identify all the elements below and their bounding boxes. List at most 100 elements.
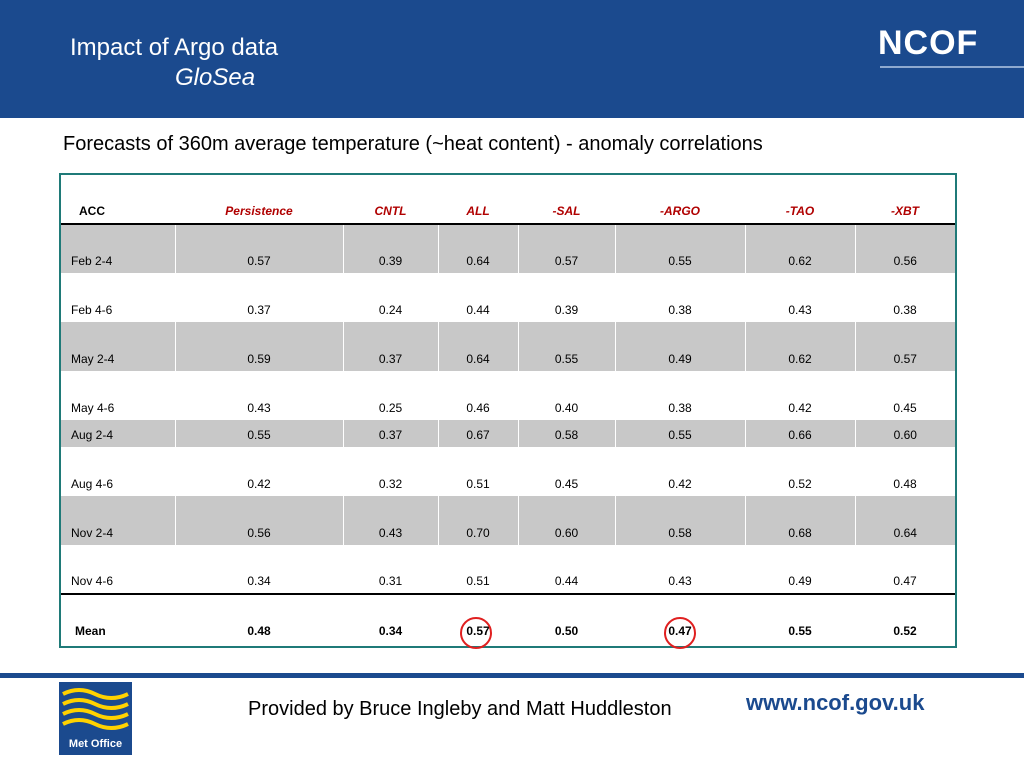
row-label: May 2-4	[61, 322, 175, 371]
table-cell: 0.60	[517, 496, 615, 545]
table-cell: 0.45	[554, 477, 579, 491]
row-label: Aug 4-6	[71, 477, 114, 491]
ncof-logo: NCOF	[878, 24, 979, 62]
table-row: Aug 4-6 0.42 0.32 0.51 0.45 0.42 0.52 0.48	[61, 447, 955, 496]
table-cell: 0.24	[378, 303, 403, 317]
table-cell: 0.64	[854, 496, 955, 545]
table-cell: 0.45	[893, 401, 917, 415]
table-cell: 0.64	[437, 322, 518, 371]
column-header: -ARGO	[660, 204, 700, 218]
table-cell: 0.59	[174, 322, 343, 371]
mean-row: Mean 0.48 0.34 0.57 0.50 0.47 0.55 0.52	[61, 594, 955, 643]
table-row: Nov 4-6 0.34 0.31 0.51 0.44 0.43 0.49 0.47	[61, 545, 955, 594]
table-cell: 0.42	[668, 477, 692, 491]
mean-cell: 0.55	[788, 624, 812, 638]
met-office-logo: Met Office	[59, 682, 132, 755]
table-cell: 0.37	[342, 420, 438, 447]
table-cell: 0.49	[614, 322, 745, 371]
table-cell: 0.46	[466, 401, 490, 415]
table-row: May 2-4 0.59 0.37 0.64 0.55 0.49 0.62 0.57	[61, 322, 955, 371]
column-header: -XBT	[891, 204, 919, 218]
column-header: Persistence	[225, 204, 293, 218]
table-row: May 4-6 0.43 0.25 0.46 0.40 0.38 0.42 0.45	[61, 371, 955, 420]
correlation-table-frame: ACC Persistence CNTL ALL -SAL -ARGO -TAO…	[59, 173, 957, 648]
table-cell: 0.43	[247, 401, 271, 415]
table-cell: 0.49	[788, 574, 812, 588]
table-cell: 0.68	[744, 496, 855, 545]
table-cell: 0.56	[174, 496, 343, 545]
correlation-table: ACC Persistence CNTL ALL -SAL -ARGO -TAO…	[61, 175, 955, 643]
header-banner: Impact of Argo data GloSea NCOF	[0, 0, 1024, 118]
mean-cell: 0.52	[893, 624, 917, 638]
ncof-logo-underline	[880, 66, 1024, 68]
row-label: Aug 2-4	[61, 420, 175, 447]
table-cell: 0.55	[517, 322, 615, 371]
table-cell: 0.70	[437, 496, 518, 545]
credit-line: Provided by Bruce Ingleby and Matt Huddl…	[248, 698, 672, 720]
table-cell: 0.38	[668, 401, 692, 415]
table-cell: 0.42	[247, 477, 271, 491]
table-row: Feb 4-6 0.37 0.24 0.44 0.39 0.38 0.43 0.38	[61, 273, 955, 322]
column-header: -SAL	[552, 204, 581, 218]
table-cell: 0.25	[378, 401, 403, 415]
table-cell: 0.58	[517, 420, 615, 447]
table-header-row: ACC Persistence CNTL ALL -SAL -ARGO -TAO…	[61, 175, 955, 224]
table-cell: 0.37	[247, 303, 271, 317]
website-link[interactable]: www.ncof.gov.uk	[746, 690, 925, 715]
met-office-wave-icon	[62, 688, 129, 730]
table-cell: 0.42	[788, 401, 812, 415]
table-cell: 0.64	[437, 224, 518, 273]
table-cell: 0.39	[554, 303, 579, 317]
row-header-label: ACC	[79, 204, 105, 218]
table-row: Feb 2-4 0.57 0.39 0.64 0.57 0.55 0.62 0.56	[61, 224, 955, 273]
table-cell: 0.47	[893, 574, 917, 588]
table-cell: 0.43	[342, 496, 438, 545]
column-header: CNTL	[374, 204, 407, 218]
row-label: May 4-6	[71, 401, 115, 415]
table-cell: 0.44	[466, 303, 490, 317]
table-cell: 0.43	[668, 574, 692, 588]
table-cell: 0.57	[174, 224, 343, 273]
table-cell: 0.31	[378, 574, 403, 588]
table-cell: 0.40	[554, 401, 579, 415]
table-cell: 0.37	[342, 322, 438, 371]
table-cell: 0.39	[342, 224, 438, 273]
table-caption: Forecasts of 360m average temperature (~…	[63, 133, 763, 155]
table-cell: 0.51	[466, 477, 490, 491]
row-label: Nov 4-6	[71, 574, 114, 588]
table-cell: 0.38	[668, 303, 692, 317]
table-cell: 0.48	[893, 477, 917, 491]
mean-cell: 0.48	[247, 624, 271, 638]
table-row: Nov 2-4 0.56 0.43 0.70 0.60 0.58 0.68 0.64	[61, 496, 955, 545]
table-cell: 0.34	[247, 574, 271, 588]
row-label: Feb 4-6	[71, 303, 113, 317]
table-cell: 0.60	[854, 420, 955, 447]
mean-label: Mean	[75, 624, 106, 638]
table-cell: 0.67	[437, 420, 518, 447]
column-header: -TAO	[785, 204, 815, 218]
table-cell: 0.66	[744, 420, 855, 447]
table-cell: 0.57	[854, 322, 955, 371]
footer-divider	[0, 673, 1024, 678]
table-cell: 0.62	[744, 322, 855, 371]
table-cell: 0.51	[466, 574, 490, 588]
table-cell: 0.44	[554, 574, 579, 588]
highlight-circle-argo	[664, 617, 696, 649]
table-body: Feb 2-4 0.57 0.39 0.64 0.57 0.55 0.62 0.56 Feb 4…	[61, 224, 955, 643]
table-cell: 0.57	[517, 224, 615, 273]
table-cell: 0.32	[378, 477, 403, 491]
slide-title: Impact of Argo data	[70, 34, 279, 61]
table-cell: 0.38	[893, 303, 917, 317]
column-header: ALL	[466, 204, 490, 218]
table-cell: 0.43	[788, 303, 812, 317]
mean-cell: 0.50	[554, 624, 579, 638]
table-cell: 0.52	[788, 477, 812, 491]
mean-cell: 0.34	[378, 624, 403, 638]
table-cell: 0.62	[744, 224, 855, 273]
table-cell: 0.58	[614, 496, 745, 545]
highlight-circle-all	[460, 617, 492, 649]
table-cell: 0.56	[854, 224, 955, 273]
table-cell: 0.55	[614, 224, 745, 273]
row-label: Feb 2-4	[61, 224, 175, 273]
slide-title-subline: GloSea	[175, 64, 256, 91]
